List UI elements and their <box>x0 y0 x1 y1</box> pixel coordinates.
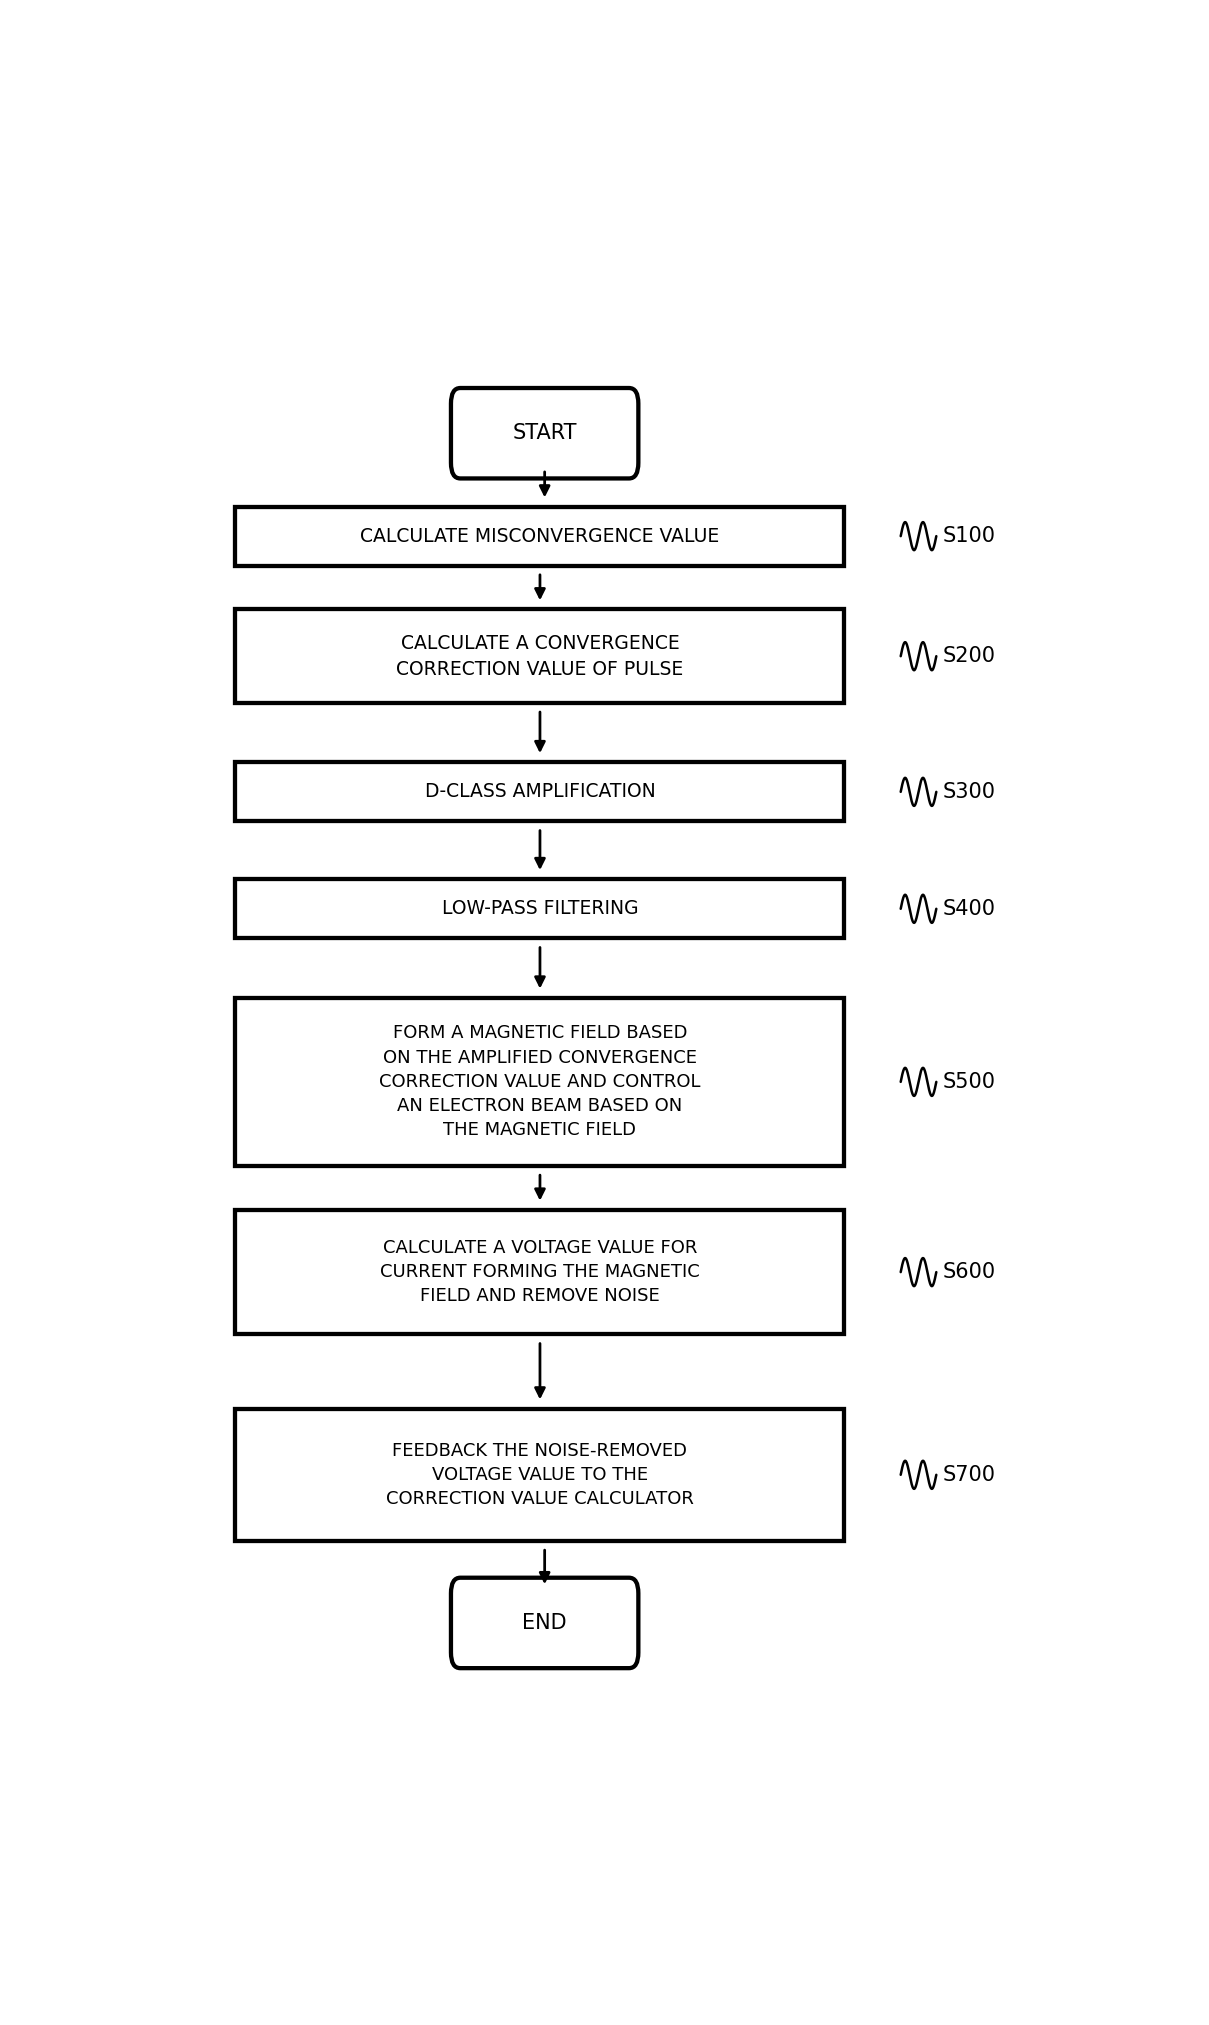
Text: S200: S200 <box>943 646 996 666</box>
Bar <box>236 506 844 565</box>
Text: S600: S600 <box>943 1262 996 1282</box>
Bar <box>236 998 844 1166</box>
Bar <box>236 1409 844 1541</box>
Text: S700: S700 <box>943 1464 996 1484</box>
FancyBboxPatch shape <box>451 1577 638 1669</box>
Bar <box>236 761 844 822</box>
Text: END: END <box>522 1614 567 1632</box>
FancyBboxPatch shape <box>451 389 638 478</box>
Text: D-CLASS AMPLIFICATION: D-CLASS AMPLIFICATION <box>424 782 655 802</box>
Text: CALCULATE A VOLTAGE VALUE FOR
CURRENT FORMING THE MAGNETIC
FIELD AND REMOVE NOIS: CALCULATE A VOLTAGE VALUE FOR CURRENT FO… <box>380 1239 700 1306</box>
Bar <box>236 879 844 938</box>
Text: LOW-PASS FILTERING: LOW-PASS FILTERING <box>441 899 638 917</box>
Text: S400: S400 <box>943 899 996 919</box>
Text: START: START <box>513 423 577 443</box>
Text: CALCULATE MISCONVERGENCE VALUE: CALCULATE MISCONVERGENCE VALUE <box>360 526 719 545</box>
Text: S300: S300 <box>943 782 996 802</box>
Text: CALCULATE A CONVERGENCE
CORRECTION VALUE OF PULSE: CALCULATE A CONVERGENCE CORRECTION VALUE… <box>397 634 683 678</box>
Text: FEEDBACK THE NOISE-REMOVED
VOLTAGE VALUE TO THE
CORRECTION VALUE CALCULATOR: FEEDBACK THE NOISE-REMOVED VOLTAGE VALUE… <box>386 1442 694 1509</box>
Text: S500: S500 <box>943 1071 996 1091</box>
Bar <box>236 610 844 703</box>
Text: S100: S100 <box>943 526 996 547</box>
Text: FORM A MAGNETIC FIELD BASED
ON THE AMPLIFIED CONVERGENCE
CORRECTION VALUE AND CO: FORM A MAGNETIC FIELD BASED ON THE AMPLI… <box>380 1025 701 1140</box>
Bar <box>236 1209 844 1334</box>
